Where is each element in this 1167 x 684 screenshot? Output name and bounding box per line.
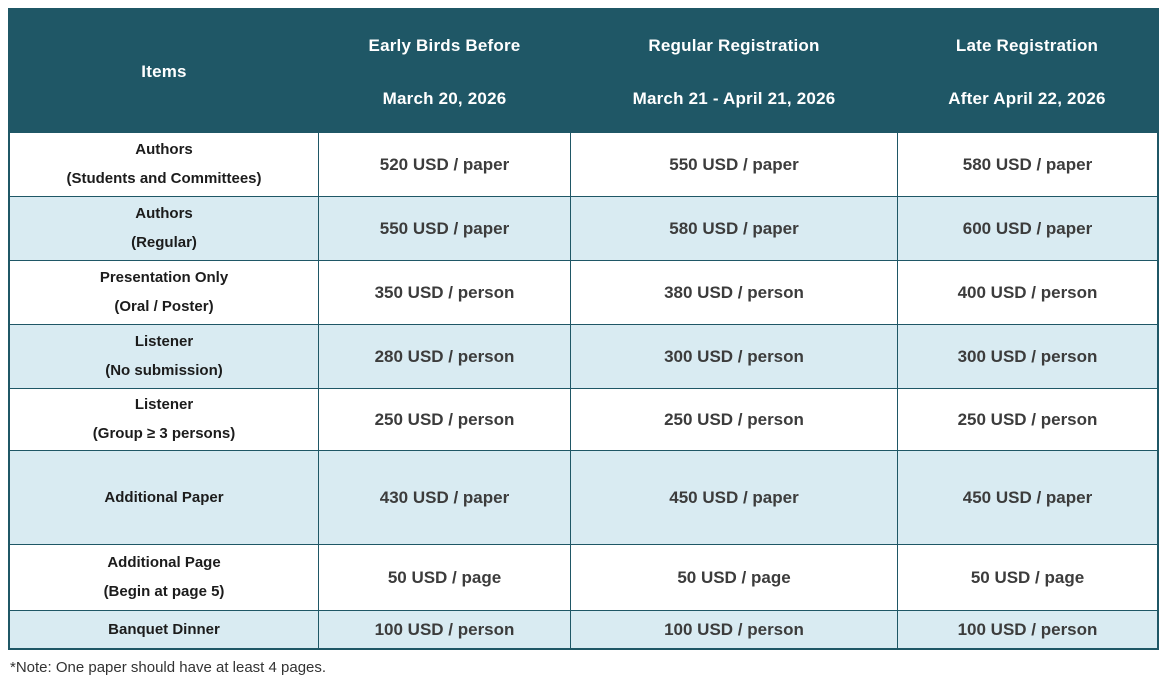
item-name: Presentation Only [99,269,229,286]
item-subtitle: (Group ≥ 3 persons) [92,425,236,442]
item-subtitle: (Students and Committees) [66,170,262,187]
item-name: Banquet Dinner [108,620,220,638]
price-value: 250 USD / person [957,409,1098,429]
price-value: 280 USD / person [374,346,515,366]
price-value: 50 USD / page [387,567,502,587]
price-value: 450 USD / paper [669,487,799,507]
table-row: Authors (Students and Committees) 520 US… [10,133,1157,197]
header-line: After April 22, 2026 [948,88,1106,108]
header-cell-regular: Regular Registration March 21 - April 21… [571,10,898,133]
table-header-row: Items Early Birds Before March 20, 2026 … [10,10,1157,133]
header-line: Early Birds Before [368,35,521,55]
price-value: 250 USD / person [374,409,515,429]
item-cell: Additional Page (Begin at page 5) [10,545,319,610]
item-subtitle: (Oral / Poster) [114,298,214,315]
item-cell: Additional Paper [10,451,319,544]
price-cell-regular: 300 USD / person [571,325,898,388]
item-cell: Authors (Students and Committees) [10,133,319,196]
item-name: Additional Paper [104,488,224,506]
header-line: March 21 - April 21, 2026 [632,88,836,108]
price-cell-early: 520 USD / paper [319,133,571,196]
item-subtitle: (Begin at page 5) [103,583,225,600]
item-subtitle: (No submission) [105,362,223,379]
item-cell: Authors (Regular) [10,197,319,260]
header-line: Items [141,62,187,81]
price-cell-regular: 450 USD / paper [571,451,898,544]
item-name: Authors [135,141,193,158]
price-value: 300 USD / person [957,346,1098,366]
price-value: 50 USD / page [970,567,1085,587]
item-cell: Presentation Only (Oral / Poster) [10,261,319,324]
price-cell-regular: 580 USD / paper [571,197,898,260]
price-cell-regular: 50 USD / page [571,545,898,610]
price-value: 550 USD / paper [379,218,510,238]
price-cell-early: 280 USD / person [319,325,571,388]
price-cell-early: 250 USD / person [319,389,571,450]
item-subtitle: (Regular) [131,234,197,251]
item-name: Additional Page [107,554,221,571]
header-line: Regular Registration [648,35,820,55]
price-cell-late: 100 USD / person [898,611,1157,648]
price-value: 50 USD / page [677,567,791,587]
price-cell-early: 100 USD / person [319,611,571,648]
price-value: 580 USD / paper [962,154,1093,174]
item-name: Authors [135,205,193,222]
price-value: 580 USD / paper [669,218,799,238]
price-value: 520 USD / paper [379,154,510,174]
table-row: Banquet Dinner 100 USD / person 100 USD … [10,611,1157,648]
item-cell: Listener (No submission) [10,325,319,388]
table-row: Listener (No submission) 280 USD / perso… [10,325,1157,389]
price-cell-regular: 380 USD / person [571,261,898,324]
price-cell-early: 50 USD / page [319,545,571,610]
price-value: 550 USD / paper [669,154,799,174]
price-cell-regular: 250 USD / person [571,389,898,450]
table-row: Presentation Only (Oral / Poster) 350 US… [10,261,1157,325]
price-cell-early: 350 USD / person [319,261,571,324]
price-value: 400 USD / person [957,282,1098,302]
price-cell-late: 50 USD / page [898,545,1157,610]
price-cell-early: 550 USD / paper [319,197,571,260]
price-value: 100 USD / person [664,619,804,639]
price-cell-late: 400 USD / person [898,261,1157,324]
price-value: 350 USD / person [374,282,515,302]
price-cell-late: 250 USD / person [898,389,1157,450]
header-cell-late: Late Registration After April 22, 2026 [898,10,1157,133]
footnote: *Note: One paper should have at least 4 … [10,659,327,676]
price-value: 250 USD / person [664,409,804,429]
price-value: 600 USD / paper [962,218,1093,238]
table-row: Authors (Regular) 550 USD / paper 580 US… [10,197,1157,261]
price-cell-early: 430 USD / paper [319,451,571,544]
item-cell: Listener (Group ≥ 3 persons) [10,389,319,450]
header-cell-early-birds: Early Birds Before March 20, 2026 [319,10,571,133]
header-line: March 20, 2026 [382,88,507,108]
price-value: 430 USD / paper [379,487,510,507]
item-name: Listener [134,333,194,350]
registration-fee-table: Items Early Birds Before March 20, 2026 … [8,8,1159,650]
item-name: Listener [134,396,194,413]
table-row: Additional Paper 430 USD / paper 450 USD… [10,451,1157,545]
price-cell-late: 450 USD / paper [898,451,1157,544]
price-value: 380 USD / person [664,282,804,302]
price-cell-late: 580 USD / paper [898,133,1157,196]
price-value: 100 USD / person [374,619,515,639]
price-cell-regular: 100 USD / person [571,611,898,648]
header-line: Late Registration [955,35,1099,55]
header-cell-items: Items [10,10,319,133]
price-value: 100 USD / person [957,619,1098,639]
price-cell-regular: 550 USD / paper [571,133,898,196]
table-row: Additional Page (Begin at page 5) 50 USD… [10,545,1157,611]
price-value: 450 USD / paper [962,487,1093,507]
price-value: 300 USD / person [664,346,804,366]
price-cell-late: 600 USD / paper [898,197,1157,260]
price-cell-late: 300 USD / person [898,325,1157,388]
item-cell: Banquet Dinner [10,611,319,648]
table-row: Listener (Group ≥ 3 persons) 250 USD / p… [10,389,1157,451]
